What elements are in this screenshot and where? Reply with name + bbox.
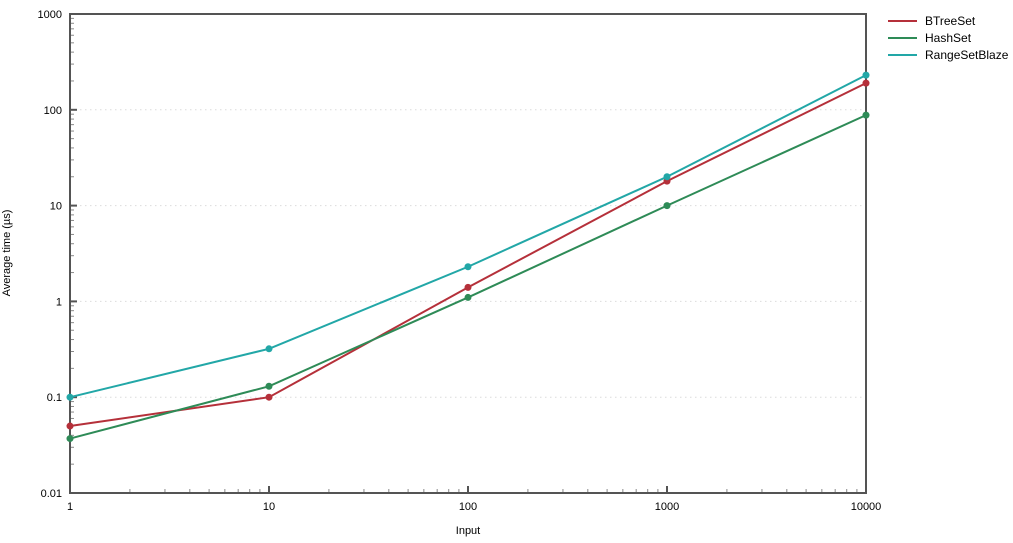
- data-point-rangesetblaze: [265, 345, 273, 353]
- legend-swatch-icon: [888, 54, 917, 56]
- data-point-btreeset: [265, 393, 273, 401]
- plot-border: [69, 13, 867, 494]
- x-tick-label: 100: [459, 501, 477, 513]
- x-tick-label: 10000: [851, 501, 882, 513]
- legend-swatch-icon: [888, 20, 917, 22]
- data-point-hashset: [862, 111, 870, 119]
- legend-label: BTreeSet: [925, 14, 976, 28]
- series-line-btreeset: [69, 82, 867, 428]
- data-point-btreeset: [464, 283, 472, 291]
- legend-swatch-icon: [888, 37, 917, 39]
- y-tick-label: 0.1: [47, 392, 62, 404]
- legend-item-hashset: HashSet: [888, 31, 1008, 45]
- y-tick-label: 1000: [38, 9, 62, 21]
- data-point-btreeset: [862, 79, 870, 87]
- legend: BTreeSet HashSet RangeSetBlaze: [888, 14, 1009, 62]
- series-line-hashset: [69, 114, 867, 440]
- y-tick-label: 10: [50, 201, 62, 213]
- legend-label: HashSet: [925, 31, 972, 45]
- data-point-rangesetblaze: [464, 263, 472, 271]
- y-axis-title: Average time (µs): [1, 209, 13, 297]
- data-point-hashset: [265, 382, 273, 390]
- x-axis-title: Input: [455, 525, 481, 537]
- legend-label: RangeSetBlaze: [925, 48, 1009, 62]
- data-point-hashset: [464, 293, 472, 301]
- x-tick-label: 1000: [655, 501, 679, 513]
- data-point-rangesetblaze: [663, 173, 671, 181]
- x-tick-label: 1: [67, 501, 73, 513]
- x-tick-label: 10: [263, 501, 275, 513]
- y-tick-label: 0.01: [41, 488, 62, 500]
- series-line-rangesetblaze: [69, 74, 867, 399]
- data-point-rangesetblaze: [66, 393, 74, 401]
- data-point-hashset: [66, 435, 74, 443]
- data-point-btreeset: [66, 422, 74, 430]
- data-point-rangesetblaze: [862, 71, 870, 79]
- y-tick-label: 100: [44, 105, 62, 117]
- legend-item-rangesetblaze: RangeSetBlaze: [888, 48, 1009, 62]
- y-tick-label: 1: [56, 296, 62, 308]
- data-point-hashset: [663, 202, 671, 210]
- legend-item-btreeset: BTreeSet: [888, 14, 1008, 28]
